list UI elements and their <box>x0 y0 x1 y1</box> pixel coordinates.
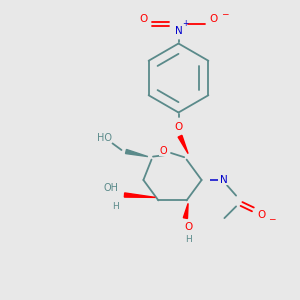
Text: O: O <box>209 14 217 25</box>
Polygon shape <box>178 135 188 154</box>
Text: N: N <box>175 26 182 37</box>
Text: +: + <box>182 19 188 28</box>
Text: OH: OH <box>103 183 118 193</box>
Text: O: O <box>140 14 148 25</box>
Text: HO: HO <box>97 133 112 143</box>
Text: O: O <box>160 146 167 156</box>
Text: −: − <box>268 214 276 223</box>
Text: −: − <box>221 10 228 19</box>
Polygon shape <box>124 193 155 197</box>
Polygon shape <box>183 203 188 218</box>
Text: O: O <box>184 222 193 232</box>
Text: N: N <box>220 175 227 185</box>
Text: O: O <box>174 122 183 132</box>
Text: H: H <box>185 236 192 244</box>
Text: O: O <box>258 209 266 220</box>
Polygon shape <box>125 149 148 157</box>
Text: H: H <box>112 202 119 211</box>
